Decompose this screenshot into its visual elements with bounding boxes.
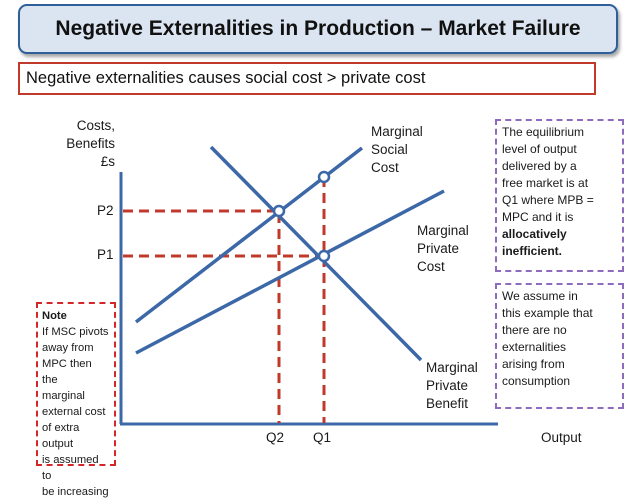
p1-label: P1 [97,247,114,262]
y-axis-label: Costs, Benefits £s [66,118,115,169]
mpc-label: Marginal Private Cost [417,223,469,274]
msc-pivot-note: Note If MSC pivots away from MPC then th… [36,302,116,498]
subtitle: Negative externalities causes social cos… [26,69,426,87]
mpc-curve [135,189,445,355]
equilibrium-note: The equilibrium level of output delivere… [495,119,624,272]
market-equilibrium-point [317,249,331,263]
x-axis-label: Output [541,430,582,445]
mpb-curve [209,145,423,362]
subtitle-box: Negative externalities causes social cos… [18,62,596,95]
title-banner: Negative Externalities in Production – M… [18,4,618,54]
note-heading: Note [42,310,67,322]
p2-label: P2 [97,203,114,218]
msc-label: Marginal Social Cost [371,124,423,175]
msc-at-q1-point [317,170,331,184]
social-optimum-point [272,204,286,218]
q2-label: Q2 [266,430,285,445]
assumption-note: We assume in this example that there are… [495,283,624,409]
externality-diagram [119,145,498,426]
q1-label: Q1 [313,430,332,445]
mpb-label: Marginal Private Benefit [426,360,478,411]
page-title: Negative Externalities in Production – M… [55,17,581,40]
